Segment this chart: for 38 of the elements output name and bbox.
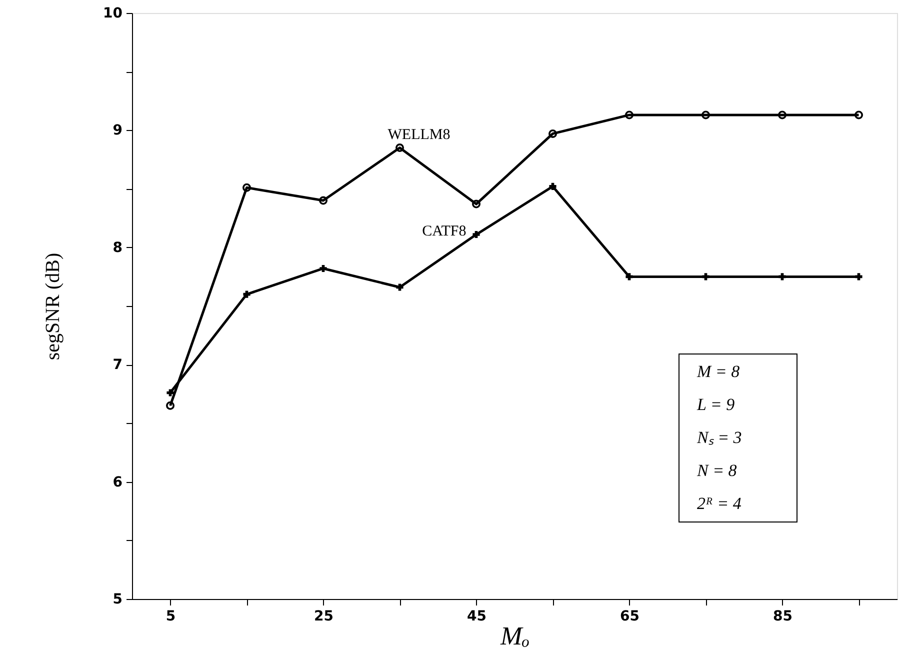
point <box>549 182 556 190</box>
x-tick-label: 25 <box>314 608 334 624</box>
point <box>396 284 404 291</box>
point <box>548 129 558 138</box>
x-axis-title: Mₒ <box>499 622 530 650</box>
point <box>778 110 787 120</box>
annotation: 2ᴿ = 4 <box>697 494 742 513</box>
point <box>472 200 481 208</box>
annotation: N = 8 <box>696 461 738 480</box>
point <box>395 144 404 152</box>
x-tick-label: 85 <box>773 608 792 624</box>
point <box>166 389 174 396</box>
point <box>778 273 786 280</box>
y-tick-label: 7 <box>112 357 122 374</box>
point <box>320 264 327 272</box>
y-tick-label: 9 <box>112 122 122 139</box>
point <box>472 230 480 238</box>
point <box>243 290 250 298</box>
series-label: WELLM8 <box>388 126 450 143</box>
point <box>701 110 710 120</box>
point <box>242 183 252 192</box>
y-tick-label: 10 <box>103 6 123 22</box>
point <box>855 273 862 280</box>
point <box>318 196 328 205</box>
point <box>626 273 633 280</box>
x-tick-label: 65 <box>620 608 640 624</box>
y-axis-title: segSNR (dB) <box>42 252 64 360</box>
x-tick-label: 45 <box>467 608 486 624</box>
point <box>702 273 710 280</box>
point <box>624 110 634 120</box>
x-tick-label: 5 <box>166 608 176 624</box>
annotation: Nₛ = 3 <box>696 428 742 447</box>
annotation: L = 9 <box>696 395 736 414</box>
y-tick-label: 8 <box>112 240 122 256</box>
y-tick-label: 6 <box>112 474 122 490</box>
y-tick-label: 5 <box>112 592 122 608</box>
series-label: CATF8 <box>422 224 466 240</box>
annotation: M = 8 <box>696 362 740 381</box>
